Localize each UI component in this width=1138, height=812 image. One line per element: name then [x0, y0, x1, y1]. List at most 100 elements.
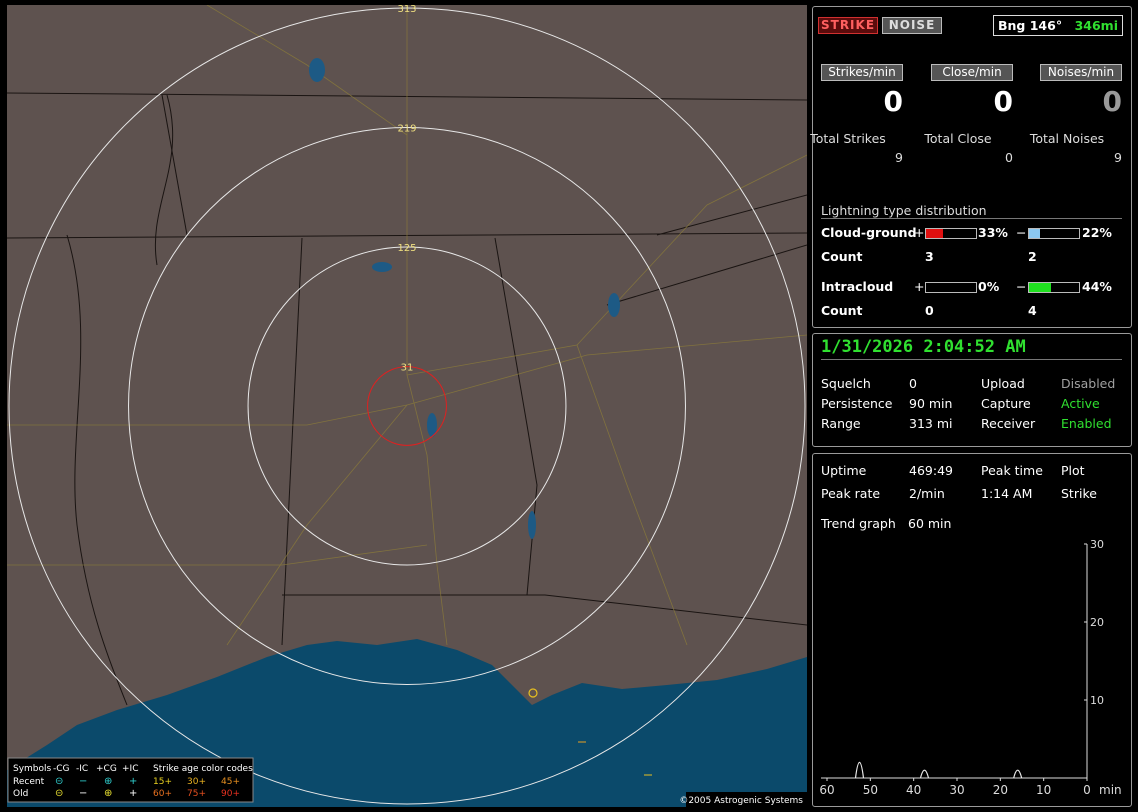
total-value: 0 — [1005, 150, 1013, 165]
type-name: Cloud-ground — [821, 225, 917, 240]
sign: + — [914, 279, 925, 294]
status-cell: Capture — [981, 396, 1031, 411]
status-cell: Active — [1061, 396, 1100, 411]
stats-cell: Strike — [1061, 486, 1097, 501]
stats-cell: 2/min — [909, 486, 945, 501]
total-label: Total Noises — [1029, 131, 1105, 146]
noise-button[interactable]: NOISE — [882, 17, 942, 34]
sign: − — [1016, 225, 1027, 240]
age-code: 90+ — [221, 789, 240, 799]
distribution-title: Lightning type distribution — [821, 203, 987, 218]
bearing: Bng 146° — [998, 18, 1063, 33]
age-code: 30+ — [187, 777, 206, 787]
bar-track — [1028, 228, 1080, 239]
ring-label: 313 — [397, 5, 416, 15]
svg-text:⊕: ⊕ — [104, 788, 112, 799]
total-value: 9 — [895, 150, 903, 165]
age-code: 60+ — [153, 789, 172, 799]
svg-text:+: + — [129, 788, 137, 799]
divider — [821, 359, 1122, 360]
rate-button[interactable]: Strikes/min — [821, 64, 903, 81]
legend-header: +IC — [122, 764, 138, 774]
trend-graph: 10 20 30 60 50 40 30 20 10 0 min — [819, 538, 1122, 797]
copyright: ©2005 Astrogenic Systems — [679, 796, 803, 806]
x-tick-label: 40 — [906, 783, 921, 797]
bar-track — [925, 228, 977, 239]
age-code: 15+ — [153, 777, 172, 787]
legend-row: Recent — [13, 777, 45, 787]
stats-cell: Plot — [1061, 463, 1085, 478]
svg-text:⊝: ⊝ — [55, 776, 63, 787]
lakes — [309, 58, 620, 539]
rate-value: 0 — [883, 85, 903, 118]
x-tick-label: 60 — [819, 783, 834, 797]
count: 3 — [925, 249, 934, 264]
status-cell: Squelch — [821, 376, 871, 391]
x-tick-label: 20 — [993, 783, 1008, 797]
rate-button[interactable]: Close/min — [931, 64, 1013, 81]
stats-cell: 1:14 AM — [981, 486, 1033, 501]
count-label: Count — [821, 303, 863, 318]
y-tick-label: 30 — [1090, 538, 1104, 551]
stats-cell: Peak time — [981, 463, 1043, 478]
legend-label: Symbols — [13, 764, 52, 774]
trend-spike — [1013, 769, 1023, 779]
range-ring — [367, 366, 447, 446]
strike-button[interactable]: STRIKE — [818, 17, 878, 34]
bar — [1029, 283, 1051, 292]
roads — [7, 5, 807, 646]
copyright-box — [686, 792, 807, 807]
ring-label: 125 — [397, 243, 416, 254]
trend-spike — [854, 761, 865, 779]
status-panel: 1/31/2026 2:04:52 AM Squelch 0 Upload Disab… — [812, 333, 1132, 447]
sign: − — [1016, 279, 1027, 294]
status-cell: 0 — [909, 376, 917, 391]
svg-text:+: + — [129, 776, 137, 787]
x-unit: min — [1099, 783, 1122, 797]
rate-value: 0 — [993, 85, 1013, 118]
rate-button[interactable]: Noises/min — [1040, 64, 1122, 81]
bar-track — [925, 282, 977, 293]
datetime: 1/31/2026 2:04:52 AM — [821, 337, 1026, 357]
range-rings: 313 219 125 31 — [8, 5, 806, 805]
status-cell: Persistence — [821, 396, 893, 411]
total-label: Total Strikes — [810, 131, 886, 146]
map: 313 219 125 31 Symbols -CG -IC +CG +IC Stri… — [7, 5, 807, 807]
legend: Symbols -CG -IC +CG +IC Strike age color… — [7, 757, 254, 803]
status-cell: Disabled — [1061, 376, 1116, 391]
stats-cell: Trend graph — [821, 516, 896, 531]
divider — [821, 218, 1122, 219]
counts-panel: STRIKE NOISE Bng 146° 346mi Strikes/min 0… — [810, 6, 1132, 328]
ring-label: 219 — [397, 124, 416, 135]
percent: 44% — [1082, 279, 1112, 294]
stats-cell: Peak rate — [821, 486, 881, 501]
bar — [926, 229, 943, 238]
stats-cell: 60 min — [908, 516, 952, 531]
sign: + — [914, 225, 925, 240]
y-tick-label: 10 — [1090, 694, 1104, 707]
trend-spike — [919, 769, 930, 779]
count: 4 — [1028, 303, 1037, 318]
status-cell: 90 min — [909, 396, 953, 411]
status-cell: Enabled — [1061, 416, 1112, 431]
strike-symbol — [528, 688, 538, 698]
ring-label: 31 — [401, 363, 414, 374]
range-ring — [128, 127, 686, 685]
stats-cell: 469:49 — [909, 463, 953, 478]
age-code: 45+ — [221, 777, 240, 787]
legend-header: -IC — [76, 764, 88, 774]
status-cell: 313 mi — [909, 416, 953, 431]
x-tick-label: 10 — [1036, 783, 1051, 797]
status-cell: Upload — [981, 376, 1025, 391]
count-label: Count — [821, 249, 863, 264]
state-borders — [7, 92, 807, 706]
svg-text:⊝: ⊝ — [55, 788, 63, 799]
x-tick-label: 30 — [949, 783, 964, 797]
count: 2 — [1028, 249, 1037, 264]
legend-symbols: ⊝ − ⊕ + ⊝ − ⊕ + — [55, 776, 137, 799]
age-code: 75+ — [187, 789, 206, 799]
legend-row: Old — [13, 789, 28, 799]
svg-text:−: − — [79, 788, 87, 799]
bearing-box: Bng 146° 346mi — [993, 15, 1123, 36]
stats-panel: Uptime 469:49 Peak time Plot Peak rate 2/min 1… — [812, 453, 1132, 807]
